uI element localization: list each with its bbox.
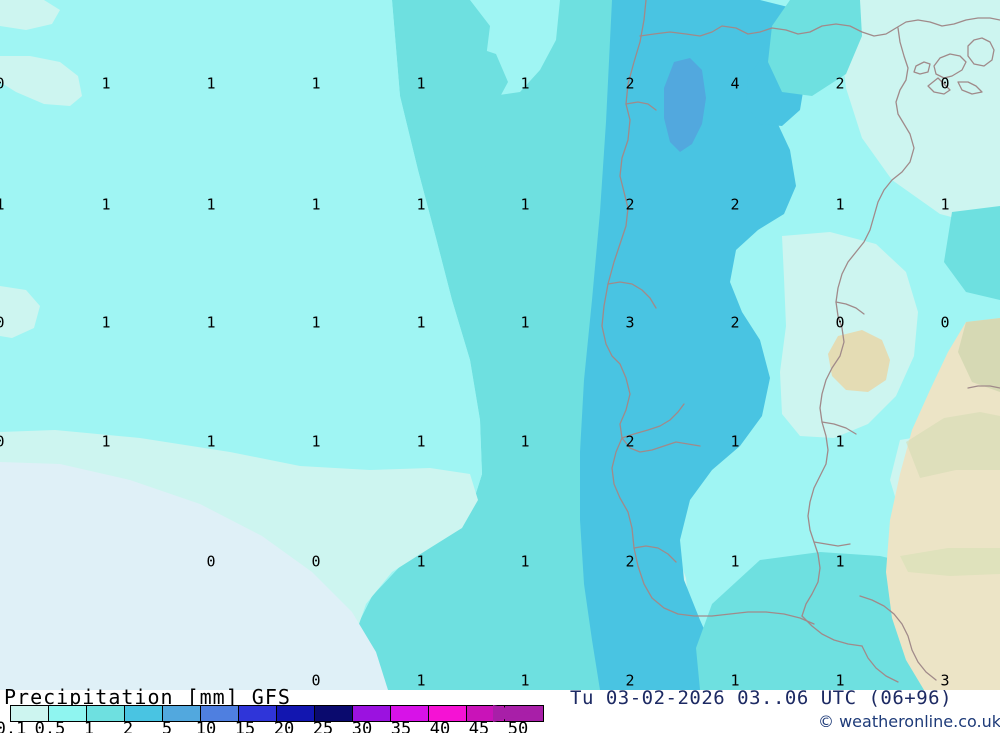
legend-tick-5: 5 [161,719,173,733]
border-inland-east-1 [835,301,865,315]
coastline-portugal-south [611,437,815,625]
land-mass-east-shade [958,318,1000,392]
coastline-spain-north [639,17,1000,37]
precip-band-2-5-iberia [580,0,800,690]
model-run-info: Tu 03-02-2026 03..06 UTC (06+96) [570,687,953,709]
coastline-spain-east [801,27,915,617]
land-mass-east [886,318,1000,690]
coastlines [601,0,1000,683]
coastline-island-d [957,81,983,95]
legend-tick-labels: 0.1 0.5 1 2 5 10 15 20 25 30 35 40 45 50 [0,721,530,733]
legend-swatch-7[interactable] [277,706,315,721]
legend-tick-30: 30 [351,719,373,733]
legend-swatch-8[interactable] [315,706,353,721]
coastline-island-tiny [913,61,931,75]
precip-band-light-left-top2 [0,0,60,30]
legend-swatch-3[interactable] [125,706,163,721]
border-inland-southeast [801,615,863,647]
precip-band-0p5-1-northeast [836,0,1000,230]
legend-tick-0p1: 0.1 [0,719,27,733]
legend-swatch-10[interactable] [391,706,429,721]
precip-band-lowest-southwest-top [0,462,388,690]
land-mass-east-shade2 [906,412,1000,478]
legend-tick-10: 10 [195,719,217,733]
precip-band-1-2-west-tongue-mid [462,162,534,230]
coastline-island-a [967,37,995,67]
map-footer: Precipitation [mm] GFS 0.1 0.5 1 2 5 10 15 20 25… [0,685,1000,733]
precip-band-5-10-core [664,58,706,152]
legend-swatch-9[interactable] [353,706,391,721]
legend-tick-2: 2 [122,719,134,733]
legend-swatch-2[interactable] [87,706,125,721]
precip-band-1-2-west-tongue-upper [428,44,508,116]
legend-tick-1: 1 [83,719,95,733]
copyright-notice: © weatheronline.co.uk [818,712,1000,731]
legend-swatch-11[interactable] [429,706,467,721]
legend-tick-0p5: 0.5 [34,719,66,733]
legend-swatch-1[interactable] [49,706,87,721]
border-river-branch [625,101,657,111]
legend-overflow-arrow [493,705,531,722]
border-river-south [633,545,677,563]
land-terrain [828,318,1000,690]
legend-swatch-strip[interactable] [10,705,544,722]
coastline-southeast-detail [859,595,937,681]
border-river-douro [607,281,657,309]
precip-contour-fills [0,0,1000,690]
border-inland-east-2 [821,421,857,435]
legend-swatch-5[interactable] [201,706,239,721]
coastline-north-africa [967,385,1000,389]
land-patch-southeast [900,548,1000,576]
border-inland-east-3 [813,541,851,547]
legend-colorbar[interactable] [10,705,544,722]
legend-tick-50: 50 [507,719,529,733]
coastline-portugal-west [601,0,701,453]
legend-swatch-4[interactable] [163,706,201,721]
precip-band-light-left-mid-top [0,286,40,338]
precip-band-1-2-west-tongue-low [480,284,548,354]
legend-tick-45: 45 [468,719,490,733]
legend-swatch-0[interactable] [11,706,49,721]
legend-swatch-6[interactable] [239,706,277,721]
legend-tick-25: 25 [312,719,334,733]
legend-tick-20: 20 [273,719,295,733]
precipitation-map[interactable]: 0111112420111111221101111132000111112110… [0,0,1000,690]
coastline-island-b [933,53,967,79]
coastline-island-c [927,77,951,95]
map-canvas [0,0,1000,690]
border-river-tagus [621,403,685,439]
precip-band-1-2-central [352,0,620,690]
border-southeast-inland [861,645,899,683]
precip-band-0p5-1-nw-patch-top [0,56,82,106]
precip-band-1-2-east-edge [944,206,1000,300]
legend-tick-40: 40 [429,719,451,733]
legend-tick-15: 15 [234,719,256,733]
legend-tick-35: 35 [390,719,412,733]
